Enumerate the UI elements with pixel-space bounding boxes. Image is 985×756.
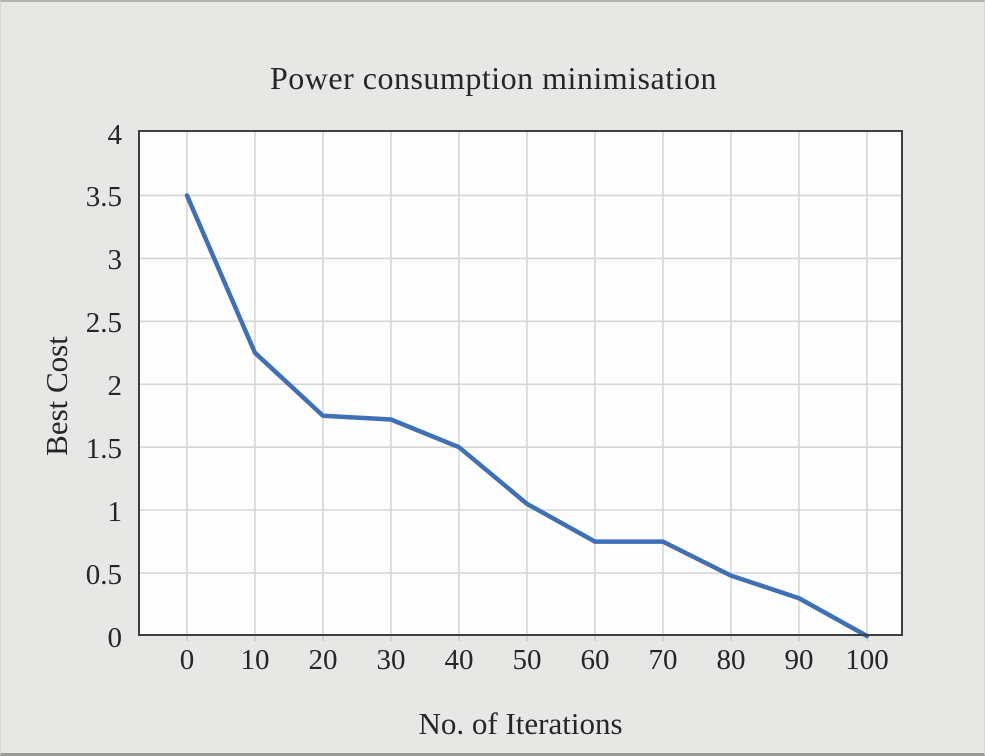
y-tick-label: 2.5 — [85, 307, 122, 340]
x-tick-label: 90 — [784, 644, 814, 676]
x-tick-label: 10 — [240, 644, 270, 676]
y-tick-label: 4 — [107, 118, 123, 151]
y-tick-label: 3 — [107, 244, 123, 277]
x-tick-label: 20 — [308, 644, 338, 676]
y-tick-label: 0.5 — [85, 559, 122, 592]
chart-title: Power consumption minimisation — [270, 60, 717, 96]
x-tick-label: 80 — [716, 644, 746, 676]
data-line — [184, 193, 870, 639]
x-tick-label: 50 — [512, 644, 542, 676]
plot-area — [138, 130, 903, 641]
y-tick-label: 0 — [107, 622, 123, 654]
x-tick-label: 30 — [376, 644, 406, 676]
y-tick-label: 3.5 — [85, 181, 122, 214]
x-axis-title: No. of Iterations — [418, 706, 623, 741]
x-tick-label: 70 — [648, 644, 678, 676]
x-tick-label: 60 — [580, 644, 610, 676]
x-tick-label: 40 — [444, 644, 474, 676]
plot-background — [138, 130, 903, 636]
x-tick-label: 0 — [179, 644, 195, 676]
y-tick-label: 2 — [107, 370, 123, 403]
x-tick-label: 100 — [845, 644, 889, 676]
y-tick-label: 1 — [107, 496, 123, 529]
y-tick-label: 1.5 — [85, 433, 122, 466]
plot-border — [138, 130, 903, 636]
